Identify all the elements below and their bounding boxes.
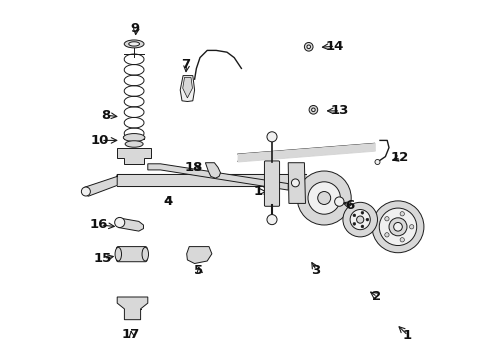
- Text: 12: 12: [391, 151, 409, 164]
- Circle shape: [353, 214, 356, 217]
- Text: 1: 1: [402, 329, 412, 342]
- Circle shape: [304, 42, 313, 51]
- Circle shape: [372, 201, 424, 253]
- Polygon shape: [187, 247, 212, 264]
- Circle shape: [343, 202, 377, 237]
- Circle shape: [385, 233, 389, 237]
- Text: 13: 13: [330, 104, 348, 117]
- Polygon shape: [117, 148, 151, 164]
- Text: 6: 6: [345, 199, 354, 212]
- Text: 9: 9: [131, 22, 140, 35]
- Ellipse shape: [81, 187, 90, 196]
- Circle shape: [267, 215, 277, 225]
- Circle shape: [357, 216, 364, 223]
- FancyBboxPatch shape: [265, 161, 280, 206]
- Text: 10: 10: [91, 134, 109, 147]
- Polygon shape: [183, 77, 193, 98]
- Circle shape: [297, 171, 351, 225]
- FancyBboxPatch shape: [117, 247, 147, 262]
- Circle shape: [379, 208, 416, 246]
- Circle shape: [115, 217, 125, 228]
- Polygon shape: [288, 163, 305, 203]
- Text: 14: 14: [325, 40, 343, 53]
- Ellipse shape: [129, 42, 140, 46]
- Polygon shape: [85, 175, 117, 196]
- Circle shape: [361, 225, 364, 228]
- Circle shape: [312, 108, 315, 112]
- Ellipse shape: [124, 40, 144, 48]
- Circle shape: [361, 211, 364, 214]
- Ellipse shape: [123, 134, 145, 141]
- Ellipse shape: [125, 141, 143, 147]
- Polygon shape: [148, 164, 288, 190]
- Circle shape: [267, 132, 277, 142]
- Circle shape: [393, 222, 402, 231]
- Text: 17: 17: [122, 328, 140, 341]
- Circle shape: [335, 197, 344, 206]
- Polygon shape: [205, 163, 221, 178]
- Circle shape: [308, 182, 341, 214]
- Circle shape: [375, 159, 380, 165]
- Circle shape: [350, 210, 370, 230]
- Circle shape: [353, 222, 356, 225]
- Text: 11: 11: [253, 185, 271, 198]
- Circle shape: [400, 238, 404, 242]
- Text: 18: 18: [184, 161, 203, 174]
- Circle shape: [318, 192, 331, 204]
- Circle shape: [410, 225, 414, 229]
- Circle shape: [385, 217, 389, 221]
- Circle shape: [309, 105, 318, 114]
- Circle shape: [400, 212, 404, 216]
- Circle shape: [389, 218, 407, 236]
- Polygon shape: [117, 297, 148, 320]
- Polygon shape: [180, 76, 195, 102]
- Ellipse shape: [115, 247, 122, 261]
- Text: 7: 7: [181, 58, 190, 71]
- Text: 5: 5: [194, 264, 203, 277]
- Text: 4: 4: [163, 195, 172, 208]
- Text: 8: 8: [101, 109, 110, 122]
- Text: 16: 16: [90, 219, 108, 231]
- Text: 2: 2: [372, 291, 381, 303]
- Polygon shape: [118, 218, 144, 231]
- Ellipse shape: [292, 179, 299, 187]
- Text: 15: 15: [94, 252, 112, 265]
- Circle shape: [366, 218, 369, 221]
- Circle shape: [307, 45, 311, 49]
- Ellipse shape: [142, 247, 148, 261]
- Text: 3: 3: [311, 264, 320, 276]
